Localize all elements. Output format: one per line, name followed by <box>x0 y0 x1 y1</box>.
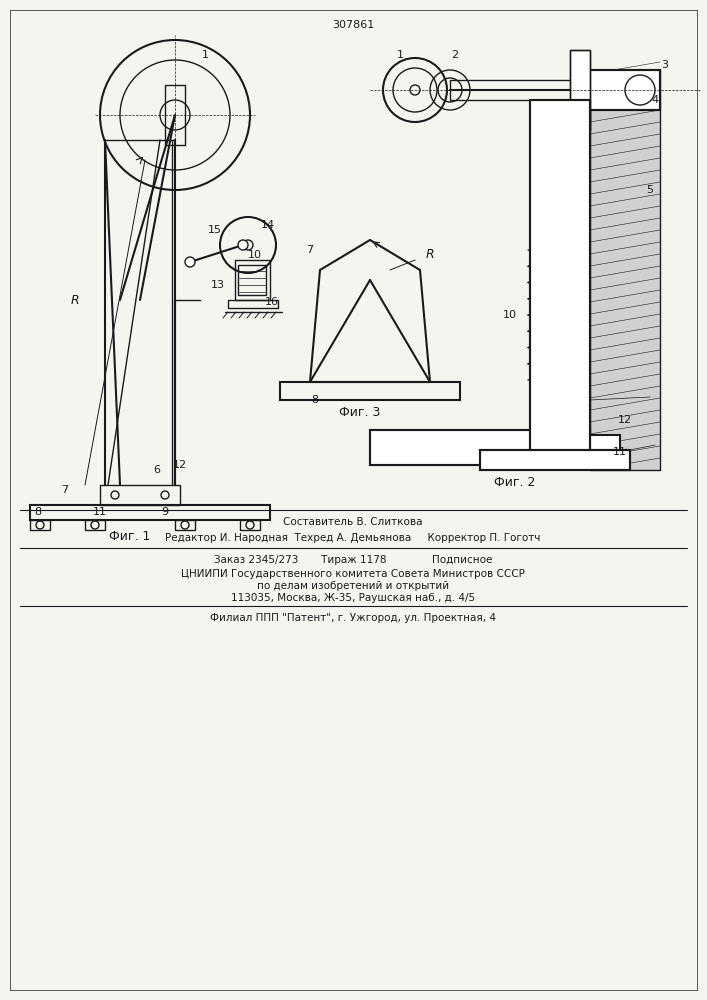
Text: 9: 9 <box>161 507 168 517</box>
Text: Фиг. 1: Фиг. 1 <box>110 530 151 544</box>
Text: 7: 7 <box>306 245 314 255</box>
Text: 8: 8 <box>312 395 319 405</box>
Bar <box>235 260 270 300</box>
Bar <box>240 520 260 530</box>
Bar <box>165 85 185 145</box>
Bar <box>570 50 590 130</box>
Text: R: R <box>426 248 434 261</box>
Bar <box>175 520 195 530</box>
Text: Фиг. 3: Фиг. 3 <box>339 406 380 418</box>
Bar <box>30 520 50 530</box>
Text: Филиал ППП "Патент", г. Ужгород, ул. Проектная, 4: Филиал ППП "Патент", г. Ужгород, ул. Про… <box>210 613 496 623</box>
Text: 113035, Москва, Ж-35, Раушская наб., д. 4/5: 113035, Москва, Ж-35, Раушская наб., д. … <box>231 593 475 603</box>
Text: по делам изобретений и открытий: по делам изобретений и открытий <box>257 581 449 591</box>
Text: 6: 6 <box>153 465 160 475</box>
Bar <box>370 430 590 465</box>
Bar <box>280 382 460 400</box>
Bar <box>570 50 590 130</box>
Bar <box>530 100 590 460</box>
Text: 11: 11 <box>93 507 107 517</box>
Text: 10: 10 <box>248 250 262 260</box>
Bar <box>100 485 180 505</box>
Text: 14: 14 <box>261 220 275 230</box>
Bar <box>590 70 660 470</box>
Bar <box>370 430 590 465</box>
Text: 307861: 307861 <box>332 20 374 30</box>
Text: Фиг. 2: Фиг. 2 <box>494 476 536 488</box>
Text: 5: 5 <box>646 185 653 195</box>
Text: 11: 11 <box>613 447 627 457</box>
Text: 1: 1 <box>201 50 209 60</box>
Text: R: R <box>71 294 79 306</box>
Bar <box>530 100 590 460</box>
Text: 10: 10 <box>503 310 517 320</box>
Text: 2: 2 <box>452 50 459 60</box>
Text: 13: 13 <box>211 280 225 290</box>
Bar <box>480 450 630 470</box>
Bar <box>85 520 105 530</box>
Bar <box>480 450 630 470</box>
Bar <box>580 70 660 110</box>
Bar <box>450 80 590 100</box>
Text: 1: 1 <box>397 50 404 60</box>
Circle shape <box>185 257 195 267</box>
Text: Редактор И. Народная  Техред А. Демьянова     Корректор П. Гоготч: Редактор И. Народная Техред А. Демьянова… <box>165 533 541 543</box>
Text: 12: 12 <box>618 415 632 425</box>
Text: 3: 3 <box>662 60 669 70</box>
Text: 16: 16 <box>265 297 279 307</box>
Text: Заказ 2345/273       Тираж 1178              Подписное: Заказ 2345/273 Тираж 1178 Подписное <box>214 555 492 565</box>
Bar <box>238 265 266 295</box>
Text: 15: 15 <box>208 225 222 235</box>
Bar <box>580 70 660 110</box>
Text: 12: 12 <box>173 460 187 470</box>
Circle shape <box>238 240 248 250</box>
Bar <box>228 300 278 308</box>
Bar <box>590 435 620 460</box>
Text: Составитель В. Слиткова: Составитель В. Слиткова <box>284 517 423 527</box>
Text: ЦНИИПИ Государственного комитета Совета Министров СССР: ЦНИИПИ Государственного комитета Совета … <box>181 569 525 579</box>
Text: 7: 7 <box>62 485 69 495</box>
Text: 8: 8 <box>35 507 42 517</box>
Bar <box>30 505 270 520</box>
Text: 4: 4 <box>651 95 658 105</box>
